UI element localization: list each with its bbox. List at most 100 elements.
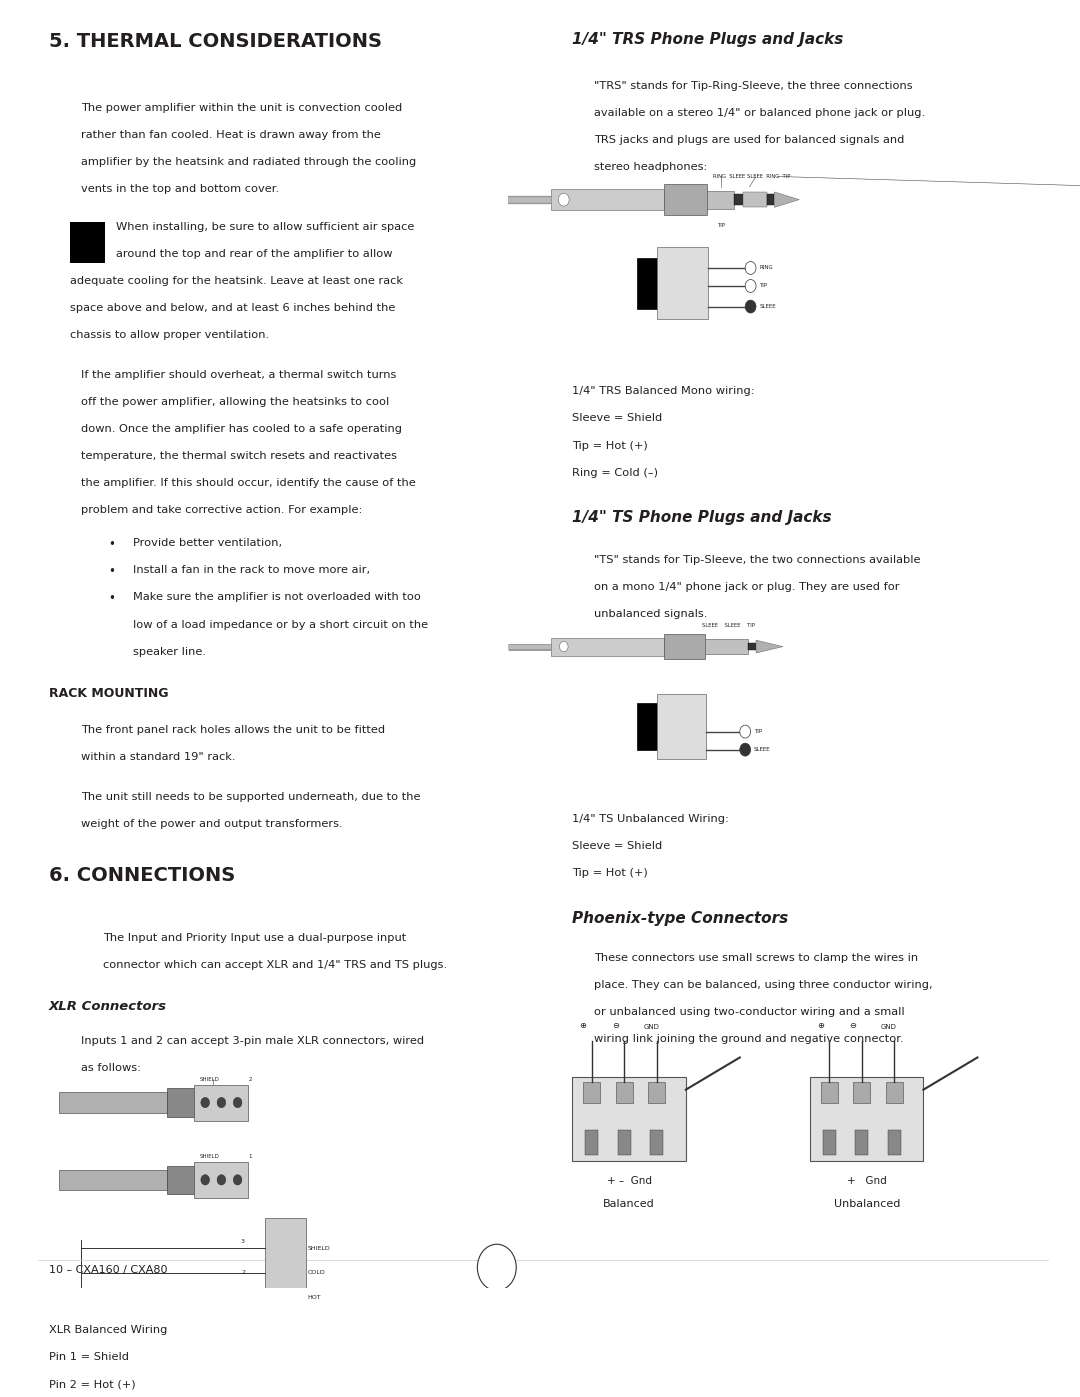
Text: ⊕: ⊕ [580, 1021, 586, 1031]
Bar [664, 634, 705, 659]
Text: + –  Gnd: + – Gnd [607, 1176, 651, 1186]
Text: on a mono 1/4" phone jack or plug. They are used for: on a mono 1/4" phone jack or plug. They … [594, 583, 900, 592]
Circle shape [740, 743, 751, 756]
Text: •: • [108, 566, 114, 578]
Text: 6. CONNECTIONS: 6. CONNECTIONS [49, 866, 234, 884]
Text: space above and below, and at least 6 inches behind the: space above and below, and at least 6 in… [70, 303, 395, 313]
Text: These connectors use small screws to clamp the wires in: These connectors use small screws to cla… [594, 953, 918, 963]
Text: speaker line.: speaker line. [133, 647, 206, 657]
Text: SHIELD: SHIELD [308, 1246, 330, 1250]
Bar [583, 1081, 600, 1102]
Bar [707, 190, 734, 208]
Text: unbalanced signals.: unbalanced signals. [594, 609, 707, 619]
Text: Sleeve = Shield: Sleeve = Shield [572, 414, 663, 423]
Text: ⊖: ⊖ [850, 1021, 856, 1031]
Text: The front panel rack holes allows the unit to be fitted: The front panel rack holes allows the un… [81, 725, 386, 735]
Text: 5. THERMAL CONSIDERATIONS: 5. THERMAL CONSIDERATIONS [49, 32, 381, 52]
Text: weight of the power and output transformers.: weight of the power and output transform… [81, 819, 342, 830]
Text: SHIELD: SHIELD [200, 1077, 219, 1081]
Circle shape [233, 1098, 242, 1108]
Bar [551, 637, 664, 655]
Polygon shape [774, 191, 799, 207]
Text: HOT: HOT [308, 1295, 322, 1299]
Text: "TS" stands for Tip-Sleeve, the two connections available: "TS" stands for Tip-Sleeve, the two conn… [594, 555, 920, 566]
Text: Install a fan in the rack to move more air,: Install a fan in the rack to move more a… [133, 566, 370, 576]
Text: The power amplifier within the unit is convection cooled: The power amplifier within the unit is c… [81, 103, 402, 113]
Text: TRS jacks and plugs are used for balanced signals and: TRS jacks and plugs are used for balance… [594, 136, 904, 145]
Bar [59, 1169, 167, 1190]
Text: TIP: TIP [759, 284, 768, 288]
Circle shape [745, 300, 756, 313]
Text: ⊖: ⊖ [612, 1021, 619, 1031]
Text: wiring link joining the ground and negative connector.: wiring link joining the ground and negat… [594, 1034, 904, 1045]
Text: chassis to allow proper ventilation.: chassis to allow proper ventilation. [70, 330, 269, 339]
Circle shape [740, 725, 751, 738]
Text: low of a load impedance or by a short circuit on the: low of a load impedance or by a short ci… [133, 619, 428, 630]
Circle shape [217, 1175, 226, 1185]
Text: !: ! [83, 231, 92, 249]
Text: down. Once the amplifier has cooled to a safe operating: down. Once the amplifier has cooled to a… [81, 423, 402, 433]
Text: The Input and Priority Input use a dual-purpose input: The Input and Priority Input use a dual-… [103, 933, 406, 943]
Text: available on a stereo 1/4" or balanced phone jack or plug.: available on a stereo 1/4" or balanced p… [594, 108, 926, 119]
Bar [855, 1130, 868, 1155]
Bar [572, 1077, 686, 1161]
Circle shape [558, 193, 569, 207]
Text: SLEEE: SLEEE [754, 747, 770, 752]
Text: RING: RING [759, 265, 773, 271]
Text: temperature, the thermal switch resets and reactivates: temperature, the thermal switch resets a… [81, 451, 397, 461]
Text: Sleeve = Shield: Sleeve = Shield [572, 841, 663, 851]
Bar [167, 1165, 194, 1194]
Text: Balanced: Balanced [604, 1199, 654, 1210]
Text: If the amplifier should overheat, a thermal switch turns: If the amplifier should overheat, a ther… [81, 370, 396, 380]
Text: GND: GND [881, 1024, 896, 1031]
Text: Pin 2 = Hot (+): Pin 2 = Hot (+) [49, 1379, 135, 1390]
Bar [618, 1130, 631, 1155]
Bar [767, 194, 774, 205]
Text: Tip = Hot (+): Tip = Hot (+) [572, 440, 648, 450]
Text: Unbalanced: Unbalanced [834, 1199, 900, 1210]
Text: +   Gnd: + Gnd [847, 1176, 887, 1186]
Text: Provide better ventilation,: Provide better ventilation, [133, 538, 282, 549]
Bar [59, 1092, 167, 1113]
Bar [650, 1130, 663, 1155]
Circle shape [477, 1245, 516, 1291]
Circle shape [217, 1098, 226, 1108]
Polygon shape [756, 640, 783, 652]
Text: GND: GND [644, 1024, 659, 1031]
Text: place. They can be balanced, using three conductor wiring,: place. They can be balanced, using three… [594, 981, 933, 990]
Text: 3: 3 [241, 1239, 245, 1245]
Text: TIP: TIP [718, 224, 726, 228]
Bar [585, 1130, 598, 1155]
Text: SLEEE    SLEEE    TIP: SLEEE SLEEE TIP [702, 623, 755, 629]
Bar [616, 1081, 633, 1102]
Bar [853, 1081, 870, 1102]
Text: problem and take corrective action. For example:: problem and take corrective action. For … [81, 504, 363, 515]
Text: SLEEE: SLEEE [759, 305, 775, 309]
Bar [194, 1162, 248, 1197]
Text: XLR Balanced Wiring: XLR Balanced Wiring [49, 1326, 167, 1336]
Bar [734, 194, 743, 205]
Text: off the power amplifier, allowing the heatsinks to cool: off the power amplifier, allowing the he… [81, 397, 389, 407]
Text: amplifier by the heatsink and radiated through the cooling: amplifier by the heatsink and radiated t… [81, 156, 416, 168]
Bar [551, 190, 664, 210]
Text: 2: 2 [241, 1270, 245, 1275]
Text: RING  SLEEE: RING SLEEE [713, 173, 745, 179]
Text: 1/4" TS Unbalanced Wiring:: 1/4" TS Unbalanced Wiring: [572, 814, 729, 824]
Text: •: • [108, 592, 114, 605]
Text: stereo headphones:: stereo headphones: [594, 162, 707, 172]
Bar [823, 1130, 836, 1155]
Text: When installing, be sure to allow sufficient air space: When installing, be sure to allow suffic… [116, 222, 414, 232]
Text: adequate cooling for the heatsink. Leave at least one rack: adequate cooling for the heatsink. Leave… [70, 275, 403, 285]
Text: "TRS" stands for Tip-Ring-Sleeve, the three connections: "TRS" stands for Tip-Ring-Sleeve, the th… [594, 81, 913, 91]
Text: Tip = Hot (+): Tip = Hot (+) [572, 868, 648, 879]
Text: TIP: TIP [754, 729, 762, 733]
Text: RACK MOUNTING: RACK MOUNTING [49, 686, 168, 700]
Text: •: • [108, 538, 114, 552]
Text: rather than fan cooled. Heat is drawn away from the: rather than fan cooled. Heat is drawn aw… [81, 130, 381, 140]
Text: ⊕: ⊕ [818, 1021, 824, 1031]
Text: within a standard 19" rack.: within a standard 19" rack. [81, 752, 235, 763]
Bar [748, 643, 756, 651]
Bar [657, 247, 708, 320]
Bar [821, 1081, 838, 1102]
Text: or unbalanced using two-conductor wiring and a small: or unbalanced using two-conductor wiring… [594, 1007, 905, 1017]
